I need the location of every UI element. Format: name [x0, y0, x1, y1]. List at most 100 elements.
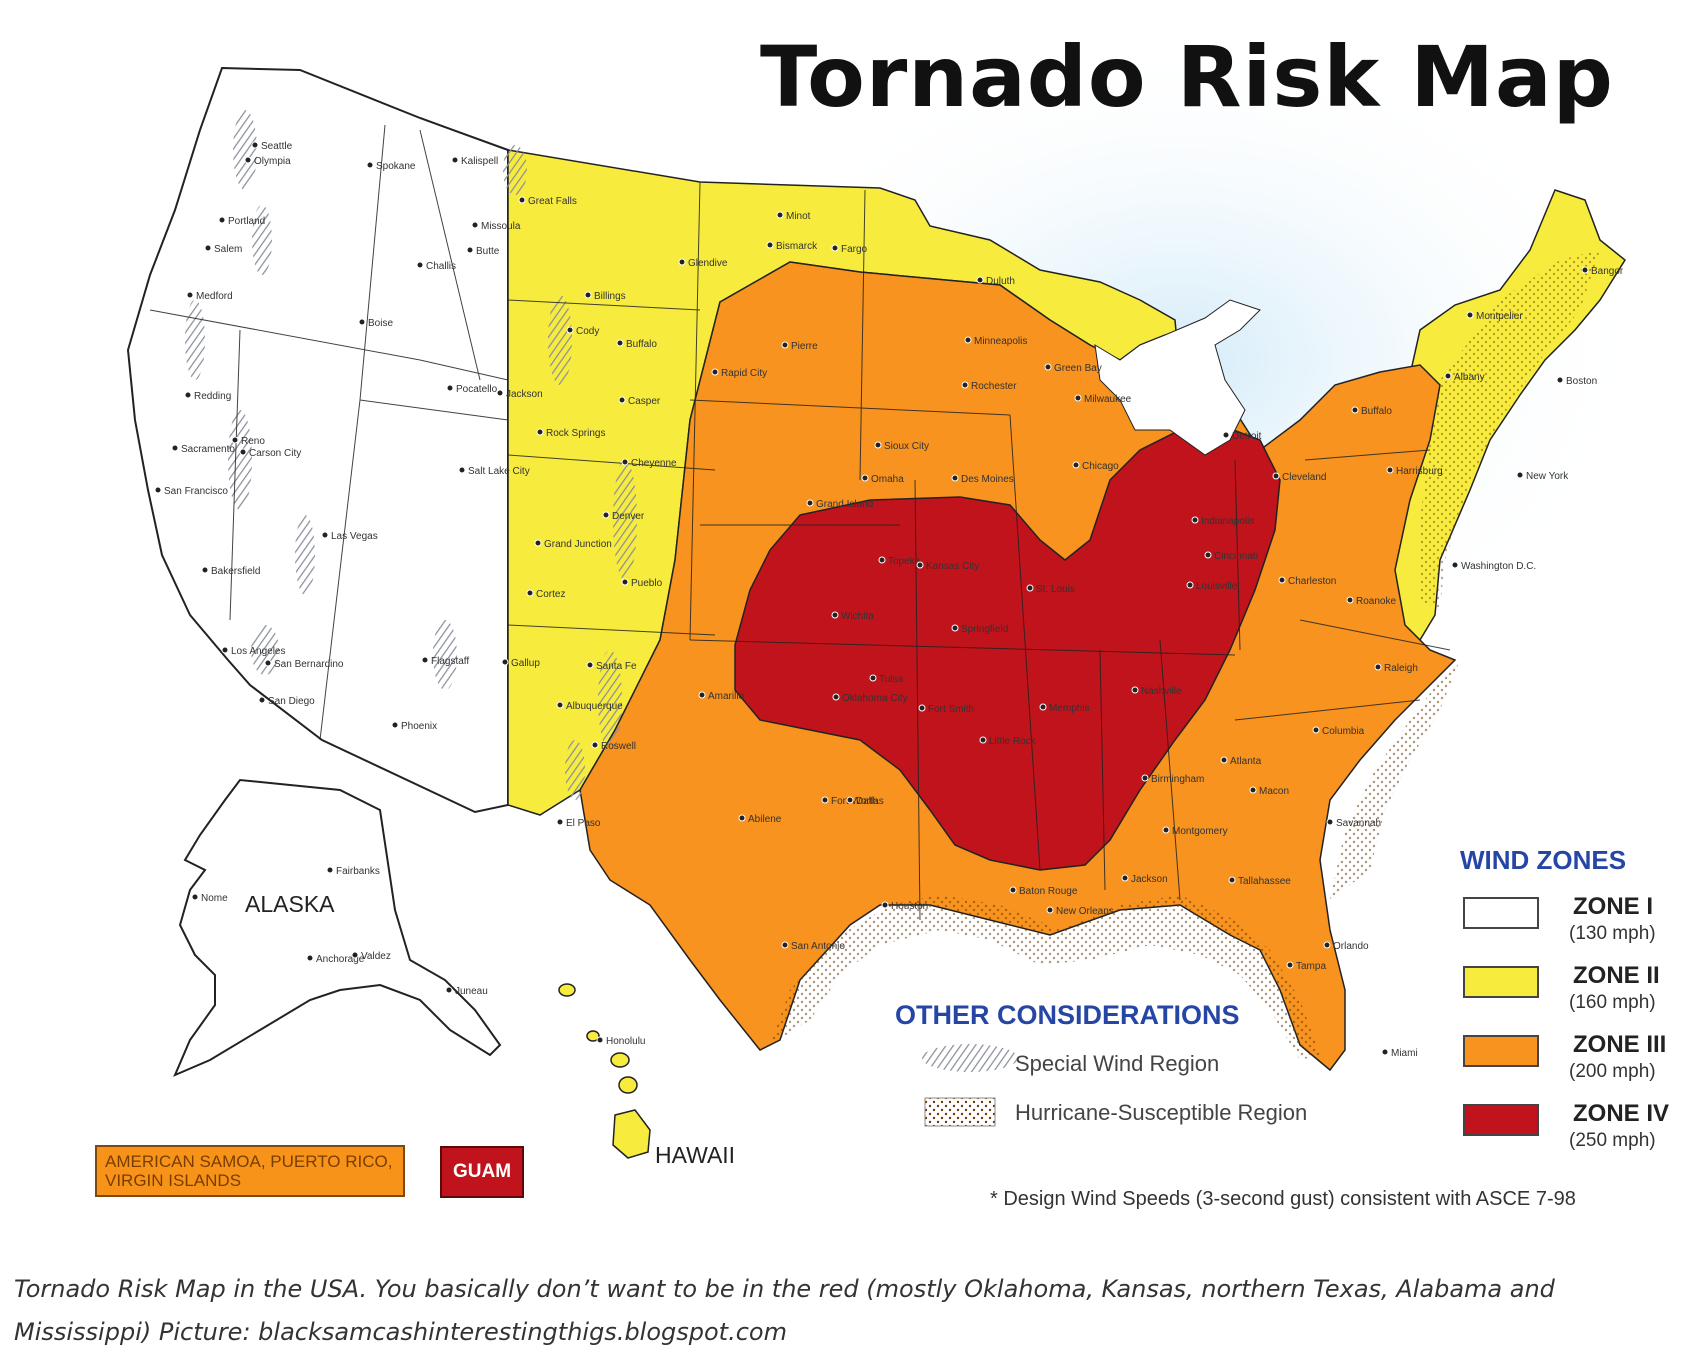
city-label: New York: [1526, 471, 1569, 482]
city-marker-icon: [846, 796, 854, 804]
city-marker-icon: [218, 216, 226, 224]
city-label: Medford: [196, 291, 233, 302]
city-marker-icon: [832, 693, 840, 701]
zone-4-swatch: [1463, 1104, 1539, 1136]
city-label: Carson City: [249, 448, 301, 459]
city-marker-icon: [586, 661, 594, 669]
city-label: Portland: [228, 216, 265, 227]
city-label: Bismarck: [776, 241, 818, 252]
city-marker-icon: [1220, 756, 1228, 764]
city-label: Juneau: [455, 986, 488, 997]
city-label: Wichita: [841, 611, 874, 622]
city-label: Tampa: [1296, 961, 1326, 972]
city-marker-icon: [321, 531, 329, 539]
city-marker-icon: [366, 161, 374, 169]
city-label: Fargo: [841, 244, 868, 255]
zone-2-legend-row: ZONE II (160 mph): [1463, 962, 1693, 1022]
zone-4-region: [734, 424, 1281, 871]
city-label: Sioux City: [884, 441, 929, 452]
city-label: Chicago: [1082, 461, 1119, 472]
city-marker-icon: [1312, 726, 1320, 734]
city-label: Roswell: [601, 741, 636, 752]
city-label: Rapid City: [721, 368, 767, 379]
city-marker-icon: [1046, 906, 1054, 914]
city-marker-icon: [916, 561, 924, 569]
city-marker-icon: [191, 893, 199, 901]
city-marker-icon: [556, 818, 564, 826]
city-marker-icon: [204, 244, 212, 252]
city-label: Tallahassee: [1238, 876, 1291, 887]
city-marker-icon: [831, 244, 839, 252]
city-marker-icon: [1278, 576, 1286, 584]
footnote: * Design Wind Speeds (3-second gust) con…: [990, 1188, 1576, 1210]
hurricane-dotted-pattern-icon: [924, 1097, 996, 1127]
hurricane-zone-northeast: [1420, 250, 1600, 610]
city-marker-icon: [964, 336, 972, 344]
city-label: St. Louis: [1036, 584, 1075, 595]
city-marker-icon: [1381, 1048, 1389, 1056]
city-marker-icon: [518, 196, 526, 204]
city-label: Washington D.C.: [1461, 561, 1536, 572]
city-label: Minneapolis: [974, 336, 1027, 347]
zone-2-swatch: [1463, 966, 1539, 998]
city-label: Albuquerque: [566, 701, 623, 712]
city-marker-icon: [1131, 686, 1139, 694]
city-marker-icon: [602, 511, 610, 519]
city-label: Harrisburg: [1396, 466, 1443, 477]
city-marker-icon: [678, 258, 686, 266]
city-marker-icon: [869, 674, 877, 682]
us-wind-zone-map: ALASKA HAWAII Seattle Olympia Spokane Portl…: [126, 30, 1650, 1168]
city-marker-icon: [1074, 394, 1082, 402]
city-marker-icon: [239, 448, 247, 456]
city-label: Birmingham: [1151, 774, 1204, 785]
city-label: Nashville: [1141, 686, 1182, 697]
city-marker-icon: [1204, 551, 1212, 559]
city-label: Indianapolis: [1201, 516, 1254, 527]
city-label: Rock Springs: [546, 428, 605, 439]
city-marker-icon: [1451, 561, 1459, 569]
zone-2-name: ZONE II: [1573, 962, 1660, 989]
zone-3-name: ZONE III: [1573, 1031, 1667, 1058]
city-label: Duluth: [986, 276, 1015, 287]
city-marker-icon: [1141, 774, 1149, 782]
hurricane-region-label: Hurricane-Susceptible Region: [1015, 1100, 1308, 1125]
city-marker-icon: [881, 901, 889, 909]
zone-1-name: ZONE I: [1573, 893, 1654, 920]
hawaii-inset: [558, 983, 651, 1159]
city-marker-icon: [1272, 472, 1280, 480]
city-marker-icon: [416, 261, 424, 269]
city-marker-icon: [1516, 471, 1524, 479]
city-label: Fairbanks: [336, 866, 380, 877]
city-marker-icon: [1466, 311, 1474, 319]
city-marker-icon: [251, 141, 259, 149]
city-label: Cleveland: [1282, 472, 1326, 483]
city-label: Savannah: [1336, 818, 1381, 829]
city-marker-icon: [421, 656, 429, 664]
city-marker-icon: [231, 436, 239, 444]
city-marker-icon: [1121, 874, 1129, 882]
city-marker-icon: [618, 396, 626, 404]
city-marker-icon: [264, 659, 272, 667]
city-marker-icon: [534, 539, 542, 547]
city-marker-icon: [591, 741, 599, 749]
city-label: Des Moines: [961, 474, 1014, 485]
city-label: Memphis: [1049, 703, 1090, 714]
special-wind-region-hatch-icon: [922, 1044, 1018, 1072]
city-label: Cody: [576, 326, 599, 337]
city-label: Fort Worth: [831, 796, 878, 807]
city-marker-icon: [1162, 826, 1170, 834]
zone-1-swatch: [1463, 897, 1539, 929]
city-label: Casper: [628, 396, 661, 407]
city-marker-icon: [326, 866, 334, 874]
city-marker-icon: [621, 458, 629, 466]
territories-label: AMERICAN SAMOA, PUERTO RICO, VIRGIN ISLA…: [95, 1145, 405, 1197]
city-marker-icon: [358, 318, 366, 326]
zone-3-swatch: [1463, 1035, 1539, 1067]
city-label: Seattle: [261, 141, 293, 152]
city-label: Redding: [194, 391, 231, 402]
city-label: Honolulu: [606, 1036, 645, 1047]
city-marker-icon: [621, 578, 629, 586]
city-label: Gallup: [511, 658, 540, 669]
city-label: Great Falls: [528, 196, 577, 207]
city-label: San Francisco: [164, 486, 228, 497]
